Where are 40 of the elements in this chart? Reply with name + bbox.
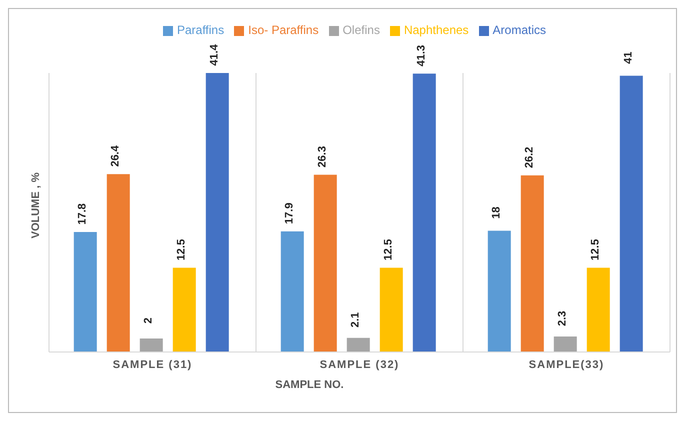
data-label: 17.9: [283, 202, 296, 224]
bar: [280, 231, 304, 352]
bar: [206, 73, 229, 352]
data-label: 12.5: [175, 239, 188, 260]
bar: [488, 230, 511, 352]
bar: [346, 338, 370, 352]
bar: [412, 74, 436, 352]
data-label: 26.4: [109, 144, 122, 167]
data-label: 41.3: [415, 44, 428, 66]
x-axis-title: SAMPLE NO.: [275, 379, 344, 391]
legend-label: Paraffins: [176, 23, 224, 37]
bar: [620, 76, 643, 352]
bar: [520, 175, 544, 352]
legend-label: Aromatics: [492, 23, 546, 37]
x-tick-label: SAMPLE(33): [528, 358, 604, 371]
bar: [106, 174, 130, 352]
bar: [586, 268, 610, 352]
data-label: 41: [622, 52, 634, 64]
data-label: 12.5: [382, 239, 394, 260]
bar: [314, 174, 337, 352]
data-label: 2: [142, 317, 154, 324]
legend-label: Olefins: [342, 23, 380, 37]
data-label: 41.4: [208, 43, 220, 66]
data-label: 26.2: [523, 146, 536, 168]
data-label: 18: [490, 206, 502, 219]
data-label: 26.3: [316, 146, 328, 168]
bar: [74, 232, 97, 352]
data-label: 2.1: [349, 312, 362, 328]
legend-label: Naphthenes: [404, 23, 469, 37]
bar: [554, 336, 577, 352]
data-label: 12.5: [589, 239, 602, 260]
y-axis-title: VOLUME , %: [30, 172, 42, 239]
bar: [140, 338, 163, 352]
data-label: 2.3: [556, 310, 568, 326]
bar: [172, 268, 196, 352]
legend-label: Iso- Paraffins: [248, 23, 319, 37]
x-tick-label: SAMPLE (32): [320, 358, 400, 371]
bar: [380, 268, 403, 352]
data-label: 17.8: [76, 203, 88, 225]
x-tick-label: SAMPLE (31): [112, 358, 192, 371]
